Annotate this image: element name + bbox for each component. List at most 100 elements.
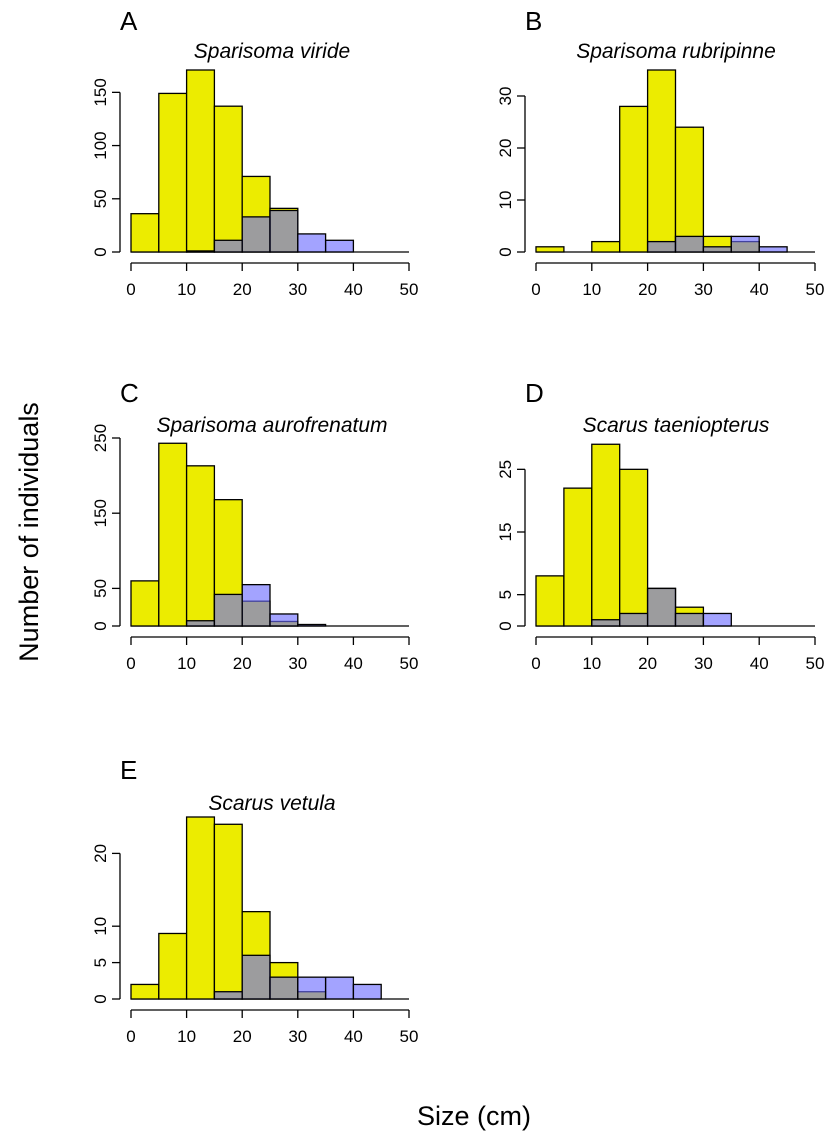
bar-yellow (185, 816, 216, 1000)
x-tick-label: 0 (126, 654, 135, 673)
x-tick-label: 10 (177, 654, 196, 673)
bar-yellow (158, 442, 188, 627)
x-tick-label: 30 (288, 654, 307, 673)
panel-letter: E (120, 755, 137, 785)
x-tick-label: 30 (694, 280, 713, 299)
bar-blue (269, 209, 299, 253)
y-tick-label: 20 (496, 139, 515, 158)
x-tick-label: 40 (344, 654, 363, 673)
bar-blue (674, 612, 705, 627)
bar-blue (730, 235, 760, 253)
bar-blue (758, 246, 788, 253)
x-tick-label: 50 (400, 1027, 419, 1046)
x-tick-label: 50 (806, 280, 825, 299)
y-tick-label: 250 (91, 424, 110, 452)
bar-yellow (535, 246, 565, 253)
y-tick-label: 0 (91, 247, 110, 256)
figure-xlabel: Size (cm) (417, 1101, 531, 1131)
y-tick-label: 20 (91, 844, 110, 863)
panel-title: Sparisoma aurofrenatum (156, 414, 387, 437)
y-tick-label: 10 (496, 191, 515, 210)
bar-blue (702, 246, 732, 253)
x-tick-label: 10 (177, 1027, 196, 1046)
x-tick-label: 20 (638, 280, 657, 299)
bar-blue (213, 239, 243, 253)
x-tick-label: 10 (582, 280, 601, 299)
bar-blue (297, 976, 327, 1000)
y-tick-label: 10 (91, 917, 110, 936)
bar-blue (591, 619, 621, 627)
bar-yellow (130, 580, 160, 627)
y-tick-label: 15 (496, 523, 515, 542)
x-tick-label: 0 (126, 280, 135, 299)
x-tick-label: 10 (582, 654, 601, 673)
panel-title: Scarus vetula (208, 792, 335, 815)
bar-blue (213, 991, 243, 1000)
bar-blue (269, 976, 299, 1000)
x-tick-label: 10 (177, 280, 196, 299)
panel-letter: C (120, 378, 139, 408)
y-tick-label: 30 (496, 87, 515, 106)
y-tick-label: 150 (91, 78, 110, 106)
y-tick-label: 150 (91, 499, 110, 527)
bar-blue (297, 233, 327, 253)
bar-blue (213, 593, 243, 627)
bar-yellow (185, 69, 216, 253)
bar-blue (185, 620, 216, 627)
x-tick-label: 20 (233, 654, 252, 673)
x-tick-label: 30 (694, 654, 713, 673)
x-tick-label: 30 (288, 1027, 307, 1046)
bar-yellow (646, 69, 677, 253)
x-tick-label: 0 (531, 654, 540, 673)
panel-letter: B (525, 6, 542, 36)
x-tick-label: 40 (344, 1027, 363, 1046)
bar-blue (241, 954, 271, 1000)
x-tick-label: 20 (638, 654, 657, 673)
x-tick-label: 40 (750, 280, 769, 299)
bar-blue (241, 216, 271, 253)
y-tick-label: 5 (496, 590, 515, 599)
bar-yellow (213, 823, 243, 1000)
bar-yellow (158, 92, 188, 253)
bar-blue (269, 613, 299, 627)
y-tick-label: 100 (91, 131, 110, 159)
bar-yellow (591, 443, 621, 627)
x-tick-label: 20 (233, 280, 252, 299)
bar-blue (674, 235, 705, 253)
bar-blue (241, 583, 271, 627)
x-tick-label: 0 (126, 1027, 135, 1046)
bar-yellow (674, 126, 705, 253)
panel-b: B Sparisoma rubripinne 0 10 20 30 40 50 0 10 20 30 (496, 6, 824, 299)
x-tick-label: 30 (288, 280, 307, 299)
bar-blue (646, 587, 677, 627)
bar-blue (352, 983, 382, 1000)
bar-yellow (130, 213, 160, 253)
bar-yellow (619, 468, 649, 627)
panel-c: C Sparisoma aurofrenatum 0 10 20 30 40 50 0 50 150… (91, 378, 418, 673)
y-tick-label: 5 (91, 958, 110, 967)
x-tick-label: 50 (400, 654, 419, 673)
y-tick-label: 0 (496, 621, 515, 630)
bar-blue (185, 250, 216, 253)
bar-yellow (591, 240, 621, 253)
panel-e: E Scarus vetula 0 10 20 30 40 50 0 5 10 20 (91, 755, 418, 1046)
bar-yellow (185, 465, 216, 627)
bar-blue (619, 612, 649, 627)
bar-yellow (535, 575, 565, 627)
x-tick-label: 50 (400, 280, 419, 299)
bar-blue (702, 612, 732, 627)
panel-letter: A (120, 6, 138, 36)
panel-title: Sparisoma viride (194, 40, 350, 63)
y-tick-label: 0 (496, 247, 515, 256)
panel-title: Scarus taeniopterus (583, 414, 770, 437)
y-tick-label: 0 (91, 621, 110, 630)
x-tick-label: 50 (806, 654, 825, 673)
x-tick-label: 20 (233, 1027, 252, 1046)
y-tick-label: 0 (91, 994, 110, 1003)
panel-letter: D (525, 378, 544, 408)
bar-yellow (130, 983, 160, 1000)
y-tick-label: 50 (91, 579, 110, 598)
bar-yellow (563, 487, 593, 627)
